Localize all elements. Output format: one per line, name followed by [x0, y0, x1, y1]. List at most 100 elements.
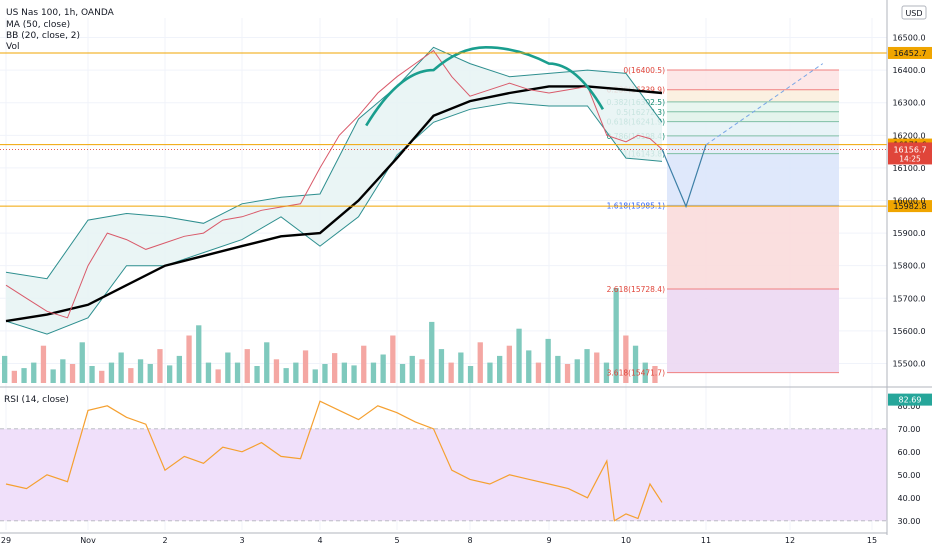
- volume-bars: [2, 288, 658, 384]
- volume-bar: [40, 345, 47, 383]
- volume-bar: [244, 349, 250, 383]
- volume-bar: [99, 370, 105, 383]
- level-badge-label: 16452.7: [893, 49, 926, 58]
- volume-bar: [390, 335, 396, 383]
- price-line: [5, 49, 663, 319]
- level-badge-label: 15982.8: [893, 202, 926, 211]
- volume-bar: [351, 365, 357, 383]
- fib-zone: [667, 153, 839, 206]
- volume-bar: [283, 368, 289, 383]
- volume-bar: [380, 354, 386, 383]
- fib-zone: [667, 121, 839, 136]
- volume-bar: [535, 362, 542, 383]
- time-tick-label: 9: [546, 536, 551, 545]
- volume-bar: [273, 359, 280, 384]
- volume-bar: [429, 321, 435, 383]
- ma-line: [5, 85, 663, 323]
- volume-bar: [157, 349, 163, 383]
- time-tick-label: 15: [867, 536, 877, 545]
- indicator-ma-label[interactable]: MA (50, close): [6, 20, 70, 30]
- rsi-title[interactable]: RSI (14, close): [4, 395, 69, 405]
- price-tick-label: 15600.0: [892, 327, 925, 336]
- time-tick-label: 11: [701, 536, 711, 545]
- rsi-tick-label: 40.00: [898, 494, 921, 503]
- bollinger-bands: [5, 46, 663, 335]
- volume-bar: [594, 352, 600, 383]
- fib-zone: [667, 101, 839, 112]
- volume-bar: [167, 365, 173, 383]
- projection-path-line: [661, 144, 707, 209]
- symbol-title[interactable]: US Nas 100, 1h, OANDA: [6, 8, 115, 18]
- volume-bar: [409, 355, 415, 383]
- time-tick-label: Nov: [80, 536, 96, 545]
- volume-bar: [623, 335, 629, 383]
- volume-bar: [467, 366, 474, 383]
- volume-bar: [147, 364, 153, 383]
- volume-bar: [176, 355, 182, 383]
- price-tick-label: 15800.0: [892, 262, 925, 271]
- rounded-top-arc: [365, 45, 605, 127]
- bollinger-fill: [6, 47, 662, 335]
- rsi-tick-label: 30.00: [898, 517, 921, 526]
- currency-label: USD: [905, 9, 922, 18]
- volume-bar: [632, 345, 639, 383]
- volume-bar: [186, 335, 192, 383]
- level-badge: [888, 46, 932, 59]
- volume-bar: [332, 353, 338, 383]
- volume-bar: [21, 368, 27, 383]
- volume-bar: [399, 364, 406, 383]
- volume-bar: [322, 364, 328, 383]
- volume-bar: [312, 369, 318, 383]
- volume-bar: [584, 349, 590, 383]
- projection-path: [661, 63, 824, 209]
- volume-bar: [564, 364, 571, 383]
- fib-label: 3.618(15471.7): [607, 369, 665, 378]
- price-tick-label: 15500.0: [892, 359, 925, 368]
- time-tick-label: 3: [239, 536, 244, 545]
- volume-bar: [215, 369, 221, 383]
- rsi-tick-label: 50.00: [898, 471, 921, 480]
- rsi-tick-label: 70.00: [898, 425, 921, 434]
- current-price-badge: [888, 142, 932, 165]
- volume-bar: [448, 362, 454, 383]
- time-tick-label: 2: [162, 536, 167, 545]
- price-tick-label: 16500.0: [892, 34, 925, 43]
- rsi-tick-label: 80.00: [898, 402, 921, 411]
- rsi-current-badge: [888, 393, 932, 406]
- volume-bar: [516, 328, 522, 383]
- price-tick-label: 16000.0: [892, 197, 925, 206]
- volume-bar: [361, 345, 367, 383]
- level-badge: [888, 200, 932, 213]
- volume-bar: [225, 352, 231, 383]
- volume-bar: [419, 359, 425, 384]
- volume-bar: [458, 352, 464, 383]
- volume-bar: [196, 325, 202, 383]
- fib-label: 0(16400.5): [623, 66, 665, 75]
- price-series: [5, 49, 663, 319]
- volume-bar: [555, 355, 561, 383]
- volume-bar: [234, 362, 241, 383]
- price-tick-label: 16300.0: [892, 99, 925, 108]
- volume-bar: [506, 345, 512, 383]
- volume-bar: [60, 359, 66, 384]
- projection-target-line: [705, 63, 824, 146]
- rsi-line: [5, 400, 663, 522]
- time-tick-label: 4: [317, 536, 322, 545]
- volume-bar: [642, 362, 648, 383]
- price-tick-label: 16100.0: [892, 164, 925, 173]
- indicator-vol-label[interactable]: Vol: [6, 42, 19, 52]
- volume-bar: [497, 355, 503, 383]
- time-tick-label: 8: [467, 536, 472, 545]
- fib-label: 2.618(15728.4): [607, 285, 665, 294]
- volume-bar: [526, 350, 532, 383]
- volume-bar: [545, 338, 551, 383]
- volume-bar: [108, 362, 115, 383]
- indicator-bb-label[interactable]: BB (20, close, 2): [6, 31, 80, 41]
- price-tick-label: 16400.0: [892, 66, 925, 75]
- volume-bar: [11, 370, 17, 383]
- volume-bar: [652, 366, 658, 383]
- currency-badge[interactable]: [901, 5, 927, 20]
- volume-bar: [487, 362, 493, 383]
- rsi-band: [0, 428, 887, 521]
